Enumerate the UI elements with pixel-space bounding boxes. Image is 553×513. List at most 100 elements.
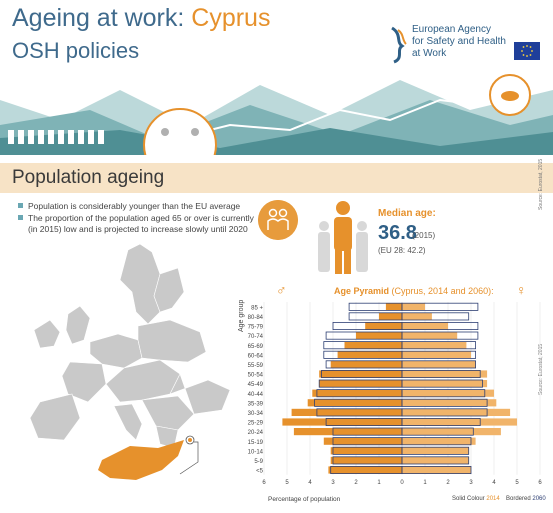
bar-female-2060 xyxy=(401,418,481,427)
bar-male-2014 xyxy=(337,351,402,359)
y-tick-label: 30-34 xyxy=(248,411,264,417)
legend-solid: Solid Colour 2014 xyxy=(452,496,500,502)
bar-male-2014 xyxy=(328,466,402,474)
bar-female-2060 xyxy=(401,360,476,369)
x-tick-label: 4 xyxy=(492,480,496,486)
bar-female-2060 xyxy=(401,446,470,455)
bar-female-2014 xyxy=(402,341,467,349)
bar-female-2060 xyxy=(401,437,472,446)
bar-female-2014 xyxy=(402,380,488,388)
bar-female-2014 xyxy=(402,303,425,311)
y-tick-label: 5-9 xyxy=(254,459,263,465)
y-tick-label: <5 xyxy=(256,469,264,475)
y-tick-label: 50-54 xyxy=(248,373,264,379)
y-tick-label: 10-14 xyxy=(248,449,264,455)
bar-male-2014 xyxy=(293,428,402,436)
bar-male-2014 xyxy=(344,341,402,349)
x-tick-label: 6 xyxy=(262,480,266,486)
europe-map xyxy=(29,243,231,480)
y-tick-label: 15-19 xyxy=(248,440,264,446)
y-tick-label: 55-59 xyxy=(248,363,264,369)
median-age-value: 36.8 xyxy=(378,222,417,244)
x-tick-label: 1 xyxy=(377,480,381,486)
median-age-year: (2015) xyxy=(412,231,436,240)
section-title: Population ageing xyxy=(12,167,165,188)
legend-bordered-text: Bordered xyxy=(506,496,533,502)
bar-male-2014 xyxy=(307,399,402,407)
y-tick-label: 80-84 xyxy=(248,315,264,321)
bullet-text: The proportion of the population aged 65… xyxy=(28,213,254,223)
bar-male-2014 xyxy=(385,303,402,311)
bar-female-2060 xyxy=(401,341,476,350)
legend-solid-year: 2014 xyxy=(486,496,500,502)
title-country: Cyprus xyxy=(191,4,271,32)
bar-female-2060 xyxy=(401,321,479,330)
bar-female-2014 xyxy=(402,466,471,474)
source-note: Source: Eurostat, 2015 xyxy=(538,158,544,210)
x-tick-label: 3 xyxy=(469,480,473,486)
bar-female-2060 xyxy=(401,312,470,321)
bar-female-2014 xyxy=(402,370,488,378)
bar-female-2060 xyxy=(401,389,486,398)
y-tick-label: 20-24 xyxy=(248,430,264,436)
x-tick-label: 5 xyxy=(285,480,289,486)
bar-female-2014 xyxy=(402,351,471,359)
bar-female-2014 xyxy=(402,389,494,397)
bar-female-2014 xyxy=(402,322,448,330)
y-tick-label: 70-74 xyxy=(248,334,264,340)
bar-female-2060 xyxy=(401,465,472,474)
title-prefix: Ageing at work: xyxy=(12,4,192,32)
bar-female-2060 xyxy=(401,331,479,340)
bar-male-2014 xyxy=(312,389,402,397)
bar-female-2060 xyxy=(401,350,476,359)
y-tick-label: 25-29 xyxy=(248,421,264,427)
bar-female-2060 xyxy=(401,379,483,388)
bar-female-2060 xyxy=(401,302,479,311)
page-title: Ageing at work: Cyprus xyxy=(12,4,270,33)
bar-female-2014 xyxy=(402,437,476,445)
bar-female-2014 xyxy=(402,399,497,407)
x-axis-label: Percentage of population xyxy=(268,496,341,503)
bar-female-2014 xyxy=(402,418,517,426)
couple-icon xyxy=(258,200,298,240)
bar-male-2014 xyxy=(330,360,402,368)
legend-bordered: Bordered 2060 xyxy=(506,496,546,502)
bar-male-2014 xyxy=(282,418,402,426)
bar-male-2014 xyxy=(365,322,402,330)
x-tick-label: 4 xyxy=(308,480,312,486)
bar-male-2014 xyxy=(319,380,402,388)
bar-female-2060 xyxy=(401,456,470,465)
page-subtitle: OSH policies xyxy=(12,38,140,63)
agency-line1: European Agency xyxy=(412,24,491,35)
y-tick-label: 35-39 xyxy=(248,401,264,407)
y-axis-label: Age group xyxy=(238,299,245,332)
x-tick-label: 1 xyxy=(423,480,427,486)
male-symbol-icon: ♂ xyxy=(276,282,287,298)
median-age-eu: (EU 28: 42.2) xyxy=(378,246,426,255)
median-age-label: Median age: xyxy=(378,208,436,219)
agency-name: European Agency for Safety and Health at… xyxy=(412,24,506,60)
x-tick-label: 3 xyxy=(331,480,335,486)
bullet-item: Population is considerably younger than … xyxy=(18,200,258,212)
bar-female-2014 xyxy=(402,447,469,455)
bar-male-2014 xyxy=(330,456,402,464)
x-tick-label: 6 xyxy=(538,480,542,486)
y-tick-label: 40-44 xyxy=(248,392,264,398)
age-pyramid-chart: 6 5 4 3 2 1 0 1 2 3 4 5 6 85 + 80-84 75-79 70-74 65-69 60-… xyxy=(248,302,542,486)
y-tick-label: 45-49 xyxy=(248,382,264,388)
bar-female-2014 xyxy=(402,312,432,320)
x-tick-label: 5 xyxy=(515,480,519,486)
bar-male-2014 xyxy=(330,447,402,455)
bar-female-2014 xyxy=(402,408,511,416)
bullet-text-continued: (in 2015) low and is projected to increa… xyxy=(28,224,248,234)
bullet-square-icon xyxy=(18,215,23,220)
agency-line2: for Safety and Health xyxy=(412,36,506,47)
header-banner xyxy=(0,70,553,155)
y-tick-label: 75-79 xyxy=(248,325,264,331)
bullet-text: Population is considerably younger than … xyxy=(28,201,241,211)
x-tick-label: 0 xyxy=(400,480,404,486)
people-figures-icon xyxy=(318,201,368,274)
bar-female-2060 xyxy=(401,427,474,436)
agency-line3: at Work xyxy=(412,48,447,59)
bar-male-2014 xyxy=(291,408,402,416)
